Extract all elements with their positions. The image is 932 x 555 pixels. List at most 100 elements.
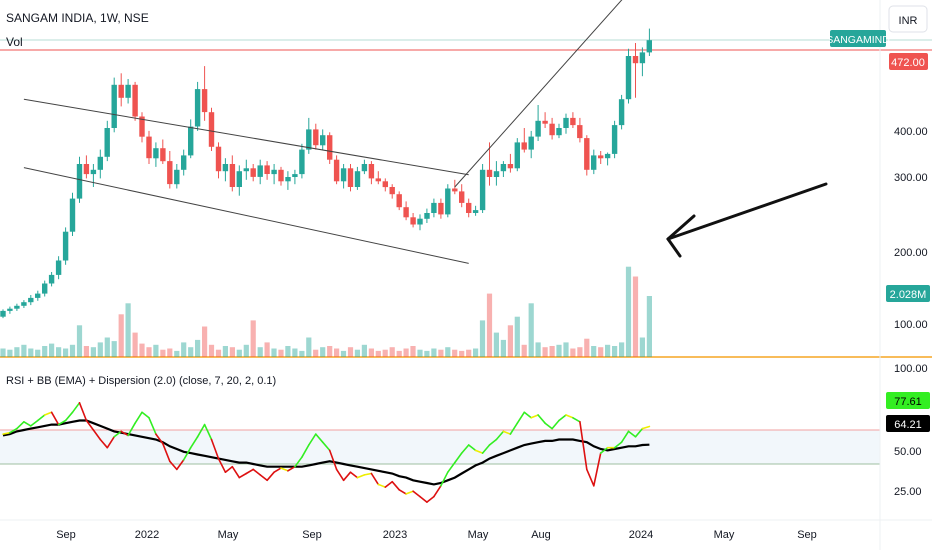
time-label-sep-2024: Sep — [797, 529, 817, 541]
rsi-line-segment — [502, 430, 512, 435]
rsi-line-segment — [579, 420, 588, 471]
time-label-aug-2023: Aug — [531, 529, 551, 541]
rsi-line-segment — [50, 411, 60, 426]
volume-bar — [632, 276, 639, 357]
rsi-line-segment — [620, 430, 630, 444]
rsi-axis-label-50: 50.00 — [894, 446, 922, 458]
volume-bar — [42, 346, 48, 357]
volume-bar — [202, 326, 208, 357]
rsi-line-segment — [363, 472, 373, 476]
volume-bar — [514, 316, 520, 357]
volume-bar — [340, 350, 347, 357]
separator-axis-label: 100.00 — [894, 363, 928, 375]
rsi-line-segment — [321, 441, 331, 452]
candle-body — [368, 164, 375, 179]
candle-body — [160, 148, 166, 162]
candle-body — [556, 128, 562, 136]
candle-body — [327, 135, 333, 160]
candle-body — [389, 187, 395, 195]
rsi-line-segment — [224, 465, 234, 474]
candle-body — [90, 169, 97, 175]
rsi-line-segment — [141, 411, 150, 419]
rsi-lines — [2, 401, 651, 503]
rsi-line-segment — [565, 414, 574, 419]
volume-bar — [208, 344, 215, 357]
volume-bar — [646, 296, 652, 357]
volume-bar — [605, 344, 611, 357]
rsi-line-segment — [551, 419, 560, 430]
candle-body — [535, 120, 541, 137]
rsi-line-segment — [440, 471, 449, 487]
volume-bar — [486, 293, 493, 357]
volume-bar — [90, 347, 96, 357]
rsi-line-segment — [9, 427, 18, 434]
rsi-line-segment — [481, 444, 491, 454]
rsi-line-segment — [148, 416, 157, 435]
candle-body — [577, 125, 583, 139]
trendline — [23, 98, 469, 176]
volume-bar — [153, 344, 159, 357]
rsi-line-segment — [162, 442, 171, 463]
candle-body — [104, 128, 110, 157]
volume-bar — [570, 348, 576, 357]
volume-bar — [619, 342, 625, 357]
candle-body — [76, 164, 83, 199]
rsi-title: RSI + BB (EMA) + Dispersion (2.0) (close… — [6, 375, 276, 387]
rsi-line-segment — [488, 438, 498, 446]
volume-badge-text: 2.028M — [890, 289, 927, 301]
volume-bar — [229, 347, 235, 357]
candle-body — [167, 161, 173, 185]
candle-body — [333, 159, 340, 182]
volume-bar — [146, 347, 152, 357]
volume-bar — [195, 339, 201, 357]
rsi-line-segment — [182, 446, 192, 461]
time-label-2023: 2023 — [383, 529, 407, 541]
rsi-line-segment — [169, 460, 178, 471]
currency-button[interactable]: INR — [888, 5, 928, 33]
rsi-line-segment — [238, 472, 248, 479]
time-label-2024: 2024 — [629, 529, 653, 541]
candle-body — [21, 302, 27, 306]
rsi-line-segment — [29, 419, 39, 427]
volume-bar — [257, 347, 263, 357]
currency-button-label[interactable]: INR — [899, 15, 918, 27]
candle-body — [611, 125, 618, 154]
candle-body — [514, 142, 520, 169]
price-axis-label-300: 300.00 — [894, 172, 928, 184]
volume-bar — [104, 337, 110, 357]
volume-label: Vol — [6, 35, 23, 49]
volume-bar — [160, 349, 166, 357]
volume-badge: 2.028M — [886, 285, 930, 302]
rsi-line-segment — [23, 420, 32, 427]
rsi-line-segment — [426, 495, 435, 503]
rsi-line-segment — [113, 430, 122, 438]
volume-bar — [222, 346, 228, 357]
candle-body — [542, 120, 548, 124]
rsi-line-segment — [127, 422, 136, 437]
volume-bar — [320, 347, 326, 357]
candle-body — [340, 168, 347, 182]
candle-body — [69, 198, 76, 232]
annotation-arrow[interactable] — [666, 182, 828, 258]
candle-body — [313, 129, 319, 146]
candle-body — [264, 165, 270, 174]
candle-body — [194, 89, 201, 127]
volume-bar — [479, 320, 486, 357]
trendlines[interactable] — [23, 0, 643, 264]
candle-body — [632, 56, 639, 64]
rsi-line-segment — [217, 457, 227, 474]
candle-body — [146, 136, 152, 159]
volume-bar — [118, 314, 124, 357]
candle-body — [639, 52, 646, 64]
volume-bar — [306, 337, 312, 357]
volume-bar — [375, 350, 381, 357]
time-label-sep-2022: Sep — [302, 529, 322, 541]
volume-bar — [549, 346, 555, 357]
volume-bar — [361, 344, 367, 357]
rsi-line-segment — [384, 480, 394, 488]
candle-body — [466, 202, 472, 213]
candle-body — [479, 169, 486, 211]
candle-body — [459, 191, 465, 203]
rsi-overbought-band — [0, 430, 880, 464]
